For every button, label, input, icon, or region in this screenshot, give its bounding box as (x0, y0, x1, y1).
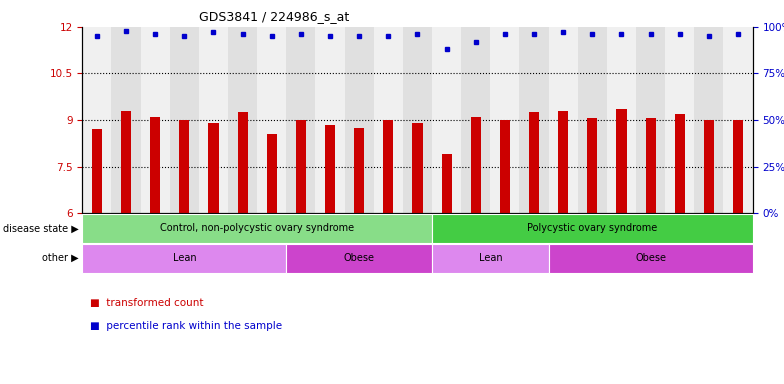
Text: GDS3841 / 224986_s_at: GDS3841 / 224986_s_at (199, 10, 350, 23)
Bar (587, 118, 597, 213)
Bar (180, 120, 190, 213)
Bar (267, 134, 277, 213)
Bar (724, 27, 753, 213)
Text: other ▶: other ▶ (42, 253, 78, 263)
Bar (170, 27, 199, 213)
Bar (529, 112, 539, 213)
Bar (500, 120, 510, 213)
Bar (616, 109, 626, 213)
Bar (549, 27, 578, 213)
Bar (257, 27, 286, 213)
Bar (490, 27, 520, 213)
Bar (209, 123, 219, 213)
Bar (82, 27, 111, 213)
Bar (520, 27, 549, 213)
Bar (578, 27, 607, 213)
Text: ■  percentile rank within the sample: ■ percentile rank within the sample (90, 321, 282, 331)
Bar (121, 111, 131, 213)
Bar (704, 120, 714, 213)
Bar (383, 120, 394, 213)
Text: Obese: Obese (635, 253, 666, 263)
Bar (325, 125, 335, 213)
Bar (140, 27, 170, 213)
Bar (695, 27, 724, 213)
Bar (345, 27, 374, 213)
Bar (111, 27, 140, 213)
Bar (199, 27, 228, 213)
Bar (636, 27, 665, 213)
Bar (354, 128, 365, 213)
Text: disease state ▶: disease state ▶ (2, 223, 78, 233)
Bar (432, 27, 461, 213)
Text: Polycystic ovary syndrome: Polycystic ovary syndrome (527, 223, 658, 233)
Bar (374, 27, 403, 213)
Bar (296, 120, 306, 213)
Bar (403, 27, 432, 213)
Bar (665, 27, 695, 213)
Text: Lean: Lean (172, 253, 196, 263)
Bar (470, 117, 481, 213)
Bar (412, 123, 423, 213)
Bar (315, 27, 345, 213)
Bar (645, 118, 655, 213)
Bar (150, 117, 160, 213)
Bar (607, 27, 636, 213)
Bar (286, 27, 315, 213)
Bar (238, 112, 248, 213)
Bar (733, 120, 743, 213)
Bar (92, 129, 102, 213)
Bar (461, 27, 490, 213)
Bar (228, 27, 257, 213)
Text: Control, non-polycystic ovary syndrome: Control, non-polycystic ovary syndrome (160, 223, 354, 233)
Text: Obese: Obese (343, 253, 375, 263)
Bar (675, 114, 685, 213)
Bar (441, 154, 452, 213)
Text: ■  transformed count: ■ transformed count (90, 298, 204, 308)
Text: Lean: Lean (478, 253, 503, 263)
Bar (558, 111, 568, 213)
